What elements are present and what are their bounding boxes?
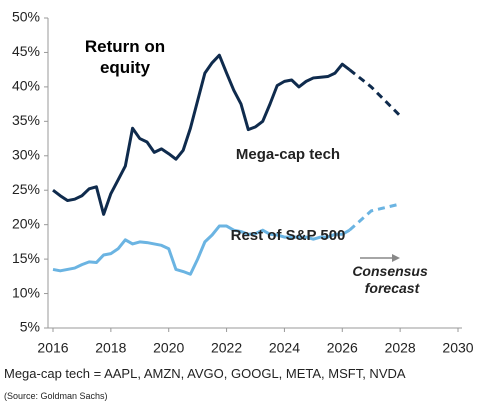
x-tick-label: 2022 <box>211 340 242 356</box>
x-tick-label: 2030 <box>442 340 473 356</box>
y-tick-label: 10% <box>12 284 40 300</box>
y-tick-label: 15% <box>12 250 40 266</box>
series-label: Rest of S&P 500 <box>231 227 346 244</box>
x-tick-label: 2026 <box>327 340 358 356</box>
x-tick-label: 2024 <box>269 340 300 356</box>
y-tick-label: 20% <box>12 215 40 231</box>
series-line <box>52 224 351 276</box>
series-label: Mega-cap tech <box>236 146 340 163</box>
forecast-line <box>348 68 402 117</box>
annotation-arrowhead <box>392 254 400 262</box>
y-tick-label: 5% <box>20 319 40 335</box>
x-tick-label: 2016 <box>37 340 68 356</box>
x-tick-label: 2028 <box>385 340 416 356</box>
y-tick-label: 25% <box>12 181 40 197</box>
footnote: Mega-cap tech = AAPL, AMZN, AVGO, GOOGL,… <box>4 366 406 381</box>
series-line <box>52 53 351 216</box>
y-tick-label: 35% <box>12 112 40 128</box>
y-tick-label: 30% <box>12 146 40 162</box>
x-tick-label: 2018 <box>95 340 126 356</box>
y-tick-label: 40% <box>12 78 40 94</box>
y-tick-label: 50% <box>12 9 40 25</box>
x-tick-label: 2020 <box>153 340 184 356</box>
annotation: Consensus forecast <box>352 263 431 296</box>
chart-title: Return on equity <box>84 37 166 77</box>
forecast-line <box>348 202 401 232</box>
source: (Source: Goldman Sachs) <box>4 391 108 401</box>
y-tick-label: 45% <box>12 43 40 59</box>
